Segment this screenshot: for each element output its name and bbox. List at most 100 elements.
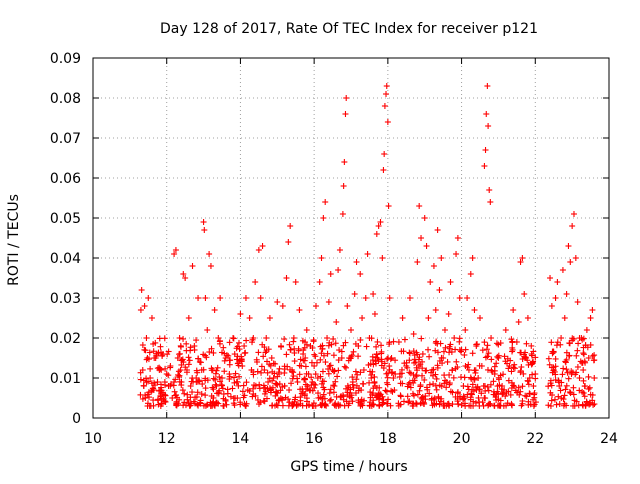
y-tick-label: 0.01 [50, 371, 81, 387]
data-point [199, 381, 206, 388]
data-point [373, 231, 380, 237]
data-point [416, 354, 423, 361]
data-point [335, 267, 342, 273]
data-point [410, 400, 417, 407]
data-point [336, 347, 343, 354]
data-point [211, 402, 218, 409]
data-point [244, 387, 251, 393]
data-point [204, 327, 211, 333]
data-point [473, 343, 480, 349]
data-point [454, 390, 461, 397]
data-point [143, 335, 150, 341]
data-point [219, 385, 226, 392]
data-point [558, 379, 565, 386]
data-point [353, 376, 360, 383]
data-point [369, 368, 376, 375]
data-point [237, 311, 244, 317]
data-point [398, 366, 405, 373]
data-point [213, 383, 220, 389]
data-point [585, 355, 592, 361]
data-point [490, 378, 497, 385]
data-point [556, 401, 563, 408]
data-point [311, 384, 318, 391]
data-point [401, 398, 408, 405]
data-point [146, 349, 153, 356]
data-point [575, 402, 582, 409]
y-tick-label: 0.08 [50, 91, 81, 107]
data-point [566, 352, 573, 359]
data-point [239, 363, 246, 369]
data-point [291, 345, 298, 352]
data-point [413, 401, 420, 408]
data-point [496, 402, 503, 409]
data-point [301, 344, 308, 351]
data-point [580, 377, 587, 384]
plot-frame [92, 57, 610, 419]
data-point [139, 342, 146, 349]
data-point [481, 339, 488, 346]
data-point [144, 391, 151, 398]
data-point [517, 388, 524, 395]
data-point [520, 370, 527, 377]
data-point [174, 355, 181, 361]
data-point [328, 341, 335, 348]
data-point [488, 335, 495, 341]
data-point [325, 366, 332, 373]
data-point [502, 327, 509, 333]
data-point [191, 343, 198, 349]
data-point [467, 271, 474, 277]
data-point [204, 377, 211, 384]
data-point [235, 382, 242, 389]
data-point [473, 386, 480, 393]
data-point [562, 359, 569, 366]
data-point [413, 400, 420, 407]
data-point [257, 399, 264, 406]
data-point [306, 387, 313, 394]
data-point [281, 383, 288, 389]
data-point [485, 387, 492, 394]
data-point [389, 388, 396, 395]
data-point [438, 255, 445, 261]
data-point [178, 361, 185, 368]
data-point [384, 356, 391, 363]
data-point [440, 355, 447, 361]
data-point [342, 111, 349, 117]
data-point [443, 379, 450, 385]
data-point [523, 355, 530, 361]
data-point [285, 402, 292, 409]
data-point [495, 374, 502, 381]
data-point [279, 397, 286, 404]
data-point [532, 354, 539, 361]
data-point [268, 355, 275, 361]
data-point [570, 211, 577, 217]
data-point [300, 351, 307, 357]
data-point [157, 343, 164, 350]
data-point [179, 387, 186, 394]
data-point [371, 378, 378, 385]
data-point [250, 335, 257, 341]
data-point [265, 379, 272, 385]
data-point [183, 340, 190, 347]
data-point [550, 367, 557, 373]
data-point [487, 199, 494, 205]
data-point [414, 391, 421, 398]
data-point [232, 370, 239, 377]
data-point [259, 243, 266, 249]
data-point [239, 388, 246, 395]
data-point [341, 159, 348, 165]
data-point [316, 279, 323, 285]
data-point [216, 340, 223, 347]
data-point [308, 382, 315, 389]
data-point [488, 356, 495, 363]
data-point [561, 315, 568, 321]
grid-lines [93, 58, 609, 418]
data-point [144, 403, 151, 409]
data-point [206, 251, 213, 257]
data-point [374, 354, 381, 361]
data-point [575, 340, 582, 347]
data-point [519, 255, 526, 261]
y-tick-labels: 0 0.01 0.02 0.03 0.04 0.05 0.06 0.07 0.08 0.09 [50, 51, 81, 427]
data-point [349, 374, 356, 381]
data-point [235, 339, 242, 346]
